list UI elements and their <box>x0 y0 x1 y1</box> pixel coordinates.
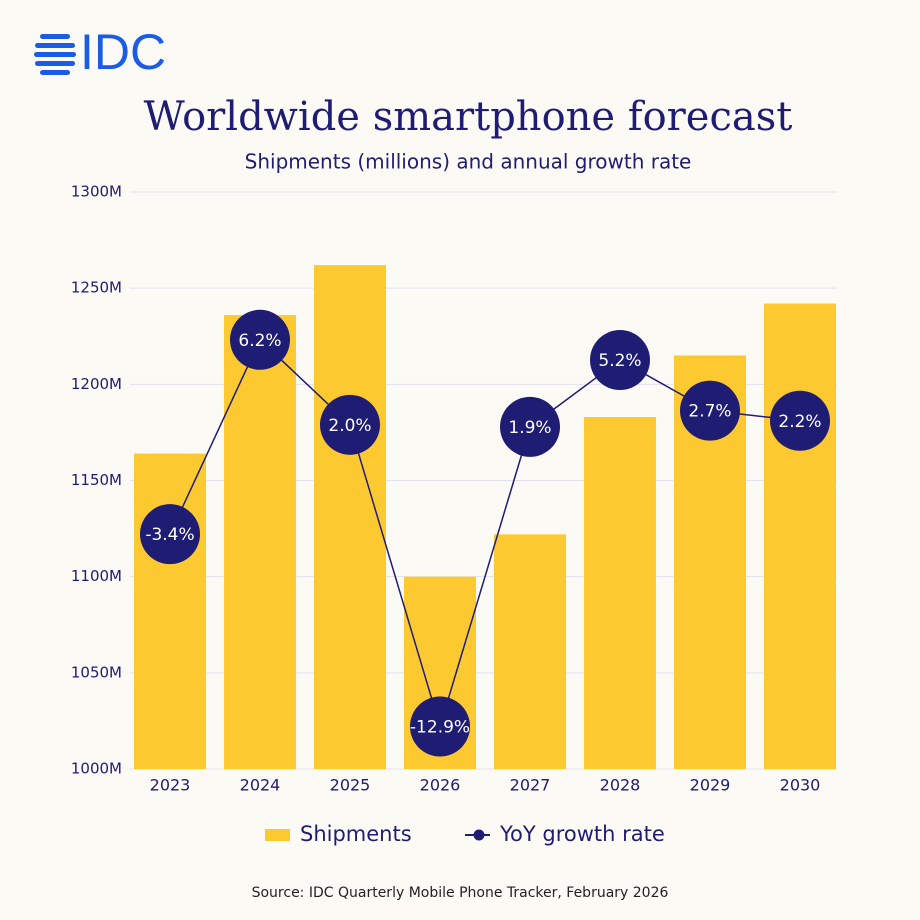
bar <box>224 315 296 769</box>
legend-swatch <box>265 829 290 841</box>
y-tick-label: 1300M <box>71 183 122 201</box>
chart-title: Worldwide smartphone forecast <box>144 94 793 140</box>
source-note: Source: IDC Quarterly Mobile Phone Track… <box>252 885 669 901</box>
x-tick-label: 2026 <box>420 776 461 795</box>
x-tick-label: 2027 <box>510 776 551 795</box>
legend-label: YoY growth rate <box>499 822 665 846</box>
data-label: 2.2% <box>778 412 821 432</box>
legend-label: Shipments <box>300 822 412 846</box>
y-tick-label: 1100M <box>71 567 122 585</box>
data-label: -12.9% <box>410 717 470 737</box>
growth-marker <box>230 309 290 370</box>
data-label: 2.0% <box>328 416 371 436</box>
x-tick-label: 2028 <box>600 776 641 795</box>
logo-text: IDC <box>80 24 166 80</box>
logo-mark <box>34 34 76 75</box>
x-tick-label: 2024 <box>240 776 281 795</box>
bar <box>584 417 656 769</box>
y-tick-label: 1150M <box>71 471 122 489</box>
data-label: 6.2% <box>238 331 281 351</box>
x-tick-label: 2030 <box>780 776 821 795</box>
legend-swatch <box>473 829 485 841</box>
growth-marker <box>140 504 200 565</box>
growth-marker <box>320 394 380 455</box>
y-tick-label: 1050M <box>71 663 122 681</box>
data-label: 5.2% <box>598 351 641 371</box>
x-tick-label: 2023 <box>150 776 191 795</box>
growth-marker <box>410 696 470 757</box>
chart-subtitle: Shipments (millions) and annual growth r… <box>245 150 692 174</box>
growth-marker <box>590 330 650 391</box>
bar <box>314 265 386 769</box>
data-label: 2.7% <box>688 402 731 422</box>
growth-marker <box>500 396 560 457</box>
growth-marker <box>680 380 740 441</box>
y-tick-label: 1250M <box>71 279 122 297</box>
growth-marker <box>770 390 830 451</box>
y-tick-label: 1200M <box>71 375 122 393</box>
x-tick-label: 2029 <box>690 776 731 795</box>
x-tick-label: 2025 <box>330 776 371 795</box>
y-tick-label: 1000M <box>71 760 122 778</box>
bar <box>134 453 206 769</box>
bar <box>764 303 836 769</box>
bar <box>494 534 566 769</box>
data-label: -3.4% <box>145 525 194 545</box>
data-label: 1.9% <box>508 418 551 438</box>
